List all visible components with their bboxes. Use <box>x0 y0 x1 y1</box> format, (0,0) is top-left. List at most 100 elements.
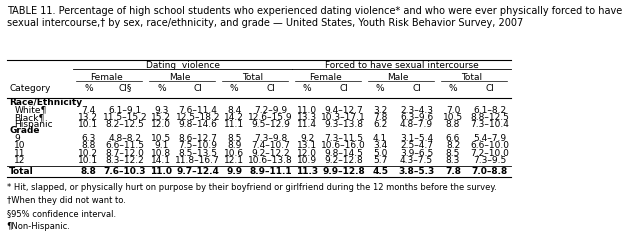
Text: 11.8–16.7: 11.8–16.7 <box>176 156 220 165</box>
Text: 9.7–12.4: 9.7–12.4 <box>176 167 219 176</box>
Text: Female: Female <box>90 73 123 82</box>
Text: 2.3–4.3: 2.3–4.3 <box>400 106 433 115</box>
Text: %: % <box>449 84 457 93</box>
Text: 7.3–11.5: 7.3–11.5 <box>324 134 363 143</box>
Text: 7.0: 7.0 <box>446 106 460 115</box>
Text: 9.9: 9.9 <box>226 167 242 176</box>
Text: %: % <box>230 84 238 93</box>
Text: 4.5: 4.5 <box>372 167 388 176</box>
Text: 7.4: 7.4 <box>81 106 96 115</box>
Text: 4.1: 4.1 <box>373 134 387 143</box>
Text: 7.8: 7.8 <box>445 167 461 176</box>
Text: 3.9–6.5: 3.9–6.5 <box>400 149 433 158</box>
Text: 12.6–15.9: 12.6–15.9 <box>249 113 293 122</box>
Text: 8.2: 8.2 <box>446 141 460 150</box>
Text: 9.8–14.5: 9.8–14.5 <box>324 149 363 158</box>
Text: Total: Total <box>242 73 263 82</box>
Text: 8.5: 8.5 <box>227 134 242 143</box>
Text: 6.2: 6.2 <box>373 120 387 129</box>
Text: 11.1: 11.1 <box>224 120 244 129</box>
Text: 5.0: 5.0 <box>373 149 387 158</box>
Text: 7.3–9.8: 7.3–9.8 <box>254 134 287 143</box>
Text: * Hit, slapped, or physically hurt on purpose by their boyfriend or girlfriend d: * Hit, slapped, or physically hurt on pu… <box>6 183 496 192</box>
Text: Total: Total <box>461 73 482 82</box>
Text: 10.5: 10.5 <box>151 134 171 143</box>
Text: 4.8–7.9: 4.8–7.9 <box>400 120 433 129</box>
Text: CI: CI <box>266 84 275 93</box>
Text: 12: 12 <box>14 156 26 165</box>
Text: 9.2: 9.2 <box>300 134 314 143</box>
Text: 3.1–5.4: 3.1–5.4 <box>400 134 433 143</box>
Text: 8.3: 8.3 <box>446 156 460 165</box>
Text: 5.4–7.9: 5.4–7.9 <box>473 134 506 143</box>
Text: §95% confidence interval.: §95% confidence interval. <box>6 209 115 218</box>
Text: 8.6–12.7: 8.6–12.7 <box>178 134 217 143</box>
Text: TABLE 11. Percentage of high school students who experienced dating violence* an: TABLE 11. Percentage of high school stud… <box>6 6 622 29</box>
Text: Dating  violence: Dating violence <box>146 61 220 70</box>
Text: CI§: CI§ <box>118 84 131 93</box>
Text: 9: 9 <box>14 134 20 143</box>
Text: 5.7: 5.7 <box>373 156 387 165</box>
Text: Male: Male <box>388 73 409 82</box>
Text: 7.0–8.8: 7.0–8.8 <box>471 167 508 176</box>
Text: 9.3: 9.3 <box>154 106 169 115</box>
Text: 6.6: 6.6 <box>446 134 460 143</box>
Text: Black¶: Black¶ <box>14 113 45 122</box>
Text: 10.5: 10.5 <box>443 113 463 122</box>
Text: White¶: White¶ <box>14 106 47 115</box>
Text: 13.3: 13.3 <box>297 113 317 122</box>
Text: 6.3: 6.3 <box>81 134 96 143</box>
Text: 15.2: 15.2 <box>151 113 171 122</box>
Text: 10.2: 10.2 <box>78 149 98 158</box>
Text: 6.1–9.1: 6.1–9.1 <box>108 106 142 115</box>
Text: 8.9–11.1: 8.9–11.1 <box>249 167 292 176</box>
Text: †When they did not want to.: †When they did not want to. <box>6 196 126 205</box>
Text: Male: Male <box>169 73 190 82</box>
Text: 11.4: 11.4 <box>297 120 317 129</box>
Text: 9.3–13.8: 9.3–13.8 <box>324 120 363 129</box>
Text: 9.5–12.9: 9.5–12.9 <box>251 120 290 129</box>
Text: 8.2–12.5: 8.2–12.5 <box>106 120 144 129</box>
Text: Hispanic: Hispanic <box>14 120 53 129</box>
Text: %: % <box>303 84 312 93</box>
Text: CI: CI <box>485 84 494 93</box>
Text: 10.6–13.8: 10.6–13.8 <box>248 156 293 165</box>
Text: 8.5: 8.5 <box>446 149 460 158</box>
Text: 8.8: 8.8 <box>81 141 96 150</box>
Text: 12.1: 12.1 <box>224 156 244 165</box>
Text: 14.2: 14.2 <box>224 113 244 122</box>
Text: 10.1: 10.1 <box>78 120 99 129</box>
Text: 9.4–12.7: 9.4–12.7 <box>324 106 363 115</box>
Text: 9.9–12.8: 9.9–12.8 <box>322 167 365 176</box>
Text: 9.1: 9.1 <box>154 141 169 150</box>
Text: 9.2–12.8: 9.2–12.8 <box>324 156 363 165</box>
Text: 10.1: 10.1 <box>78 156 99 165</box>
Text: CI: CI <box>412 84 421 93</box>
Text: 11.5–15.2: 11.5–15.2 <box>103 113 147 122</box>
Text: Race/Ethnicity: Race/Ethnicity <box>9 98 82 107</box>
Text: 9.2–12.2: 9.2–12.2 <box>251 149 290 158</box>
Text: %: % <box>376 84 385 93</box>
Text: %: % <box>157 84 165 93</box>
Text: %: % <box>84 84 93 93</box>
Text: 10.6: 10.6 <box>224 149 244 158</box>
Text: 8.9: 8.9 <box>227 141 242 150</box>
Text: 4.8–8.2: 4.8–8.2 <box>108 134 142 143</box>
Text: CI: CI <box>339 84 348 93</box>
Text: 12.5–18.2: 12.5–18.2 <box>176 113 220 122</box>
Text: 12.0: 12.0 <box>297 149 317 158</box>
Text: 10.6–16.0: 10.6–16.0 <box>321 141 366 150</box>
Text: 9.8–14.6: 9.8–14.6 <box>178 120 217 129</box>
Text: 8.8: 8.8 <box>81 167 96 176</box>
Text: 7.5–10.9: 7.5–10.9 <box>178 141 217 150</box>
Text: 6.3–9.6: 6.3–9.6 <box>400 113 433 122</box>
Text: 10.8: 10.8 <box>151 149 171 158</box>
Text: 6.1–8.2: 6.1–8.2 <box>473 106 506 115</box>
Text: 11.0: 11.0 <box>151 167 172 176</box>
Text: 8.3–12.2: 8.3–12.2 <box>106 156 144 165</box>
Text: 3.2: 3.2 <box>373 106 387 115</box>
Text: 7.2–9.9: 7.2–9.9 <box>254 106 287 115</box>
Text: 10.3–17.1: 10.3–17.1 <box>321 113 366 122</box>
Text: 8.5–13.5: 8.5–13.5 <box>178 149 217 158</box>
Text: 14.1: 14.1 <box>151 156 171 165</box>
